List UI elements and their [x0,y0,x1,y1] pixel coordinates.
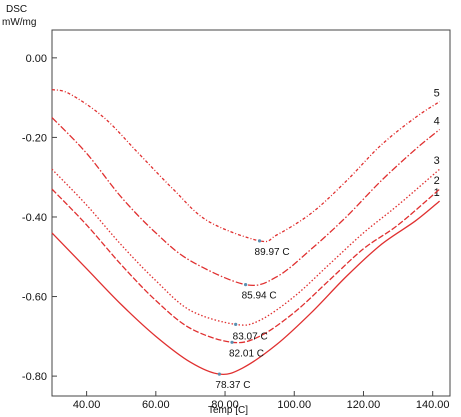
plot-frame [51,29,451,397]
y-tick-label: -0.20 [22,132,47,144]
peak-marker [244,283,248,287]
x-tick-label: 60.00 [142,399,170,411]
curve-label: 4 [434,115,440,127]
peak-marker [234,322,238,326]
curve-label: 1 [434,187,440,199]
curve-label: 3 [434,155,440,167]
x-tick-label: 100.00 [277,399,311,411]
dsc-curve-2 [51,188,441,344]
y-axis: 0.00 -0.20 -0.40 -0.60 -0.80 [22,53,57,383]
x-axis-title: Temp [C] [208,405,248,416]
peak-label: 82.01 C [229,348,264,359]
x-tick-label: 140.00 [416,399,450,411]
x-tick-label: 80.00 [211,399,239,411]
curve-group: 78.37 C 1 82.01 C 2 83.07 C 3 85.94 C 4 89.97 C 5 [51,88,441,391]
y-tick-label: -0.60 [22,292,47,304]
peak-label: 89.97 C [255,247,290,258]
peak-label: 83.07 C [233,331,268,342]
curve-label: 2 [434,175,440,187]
dsc-curve-3 [51,168,441,326]
y-tick-label: -0.80 [22,371,47,383]
curve-label: 5 [434,88,440,100]
y-tick-label: 0.00 [26,53,47,65]
y-axis-title: DSC [6,4,27,15]
peak-label: 85.94 C [242,291,277,302]
x-axis: 40.00 60.00 80.00 100.00 120.00 140.00 [73,391,450,411]
peak-label: 78.37 C [215,380,250,391]
peak-marker [230,340,234,344]
dsc-curve-1 [51,200,441,376]
y-axis-units: mW/mg [2,17,36,28]
dsc-curve-4 [51,117,441,286]
y-tick-label: -0.40 [22,212,47,224]
dsc-curve-5 [51,89,440,243]
x-tick-label: 120.00 [347,399,381,411]
peak-marker [257,239,262,243]
x-tick-label: 40.00 [73,399,101,411]
peak-marker [217,372,222,376]
